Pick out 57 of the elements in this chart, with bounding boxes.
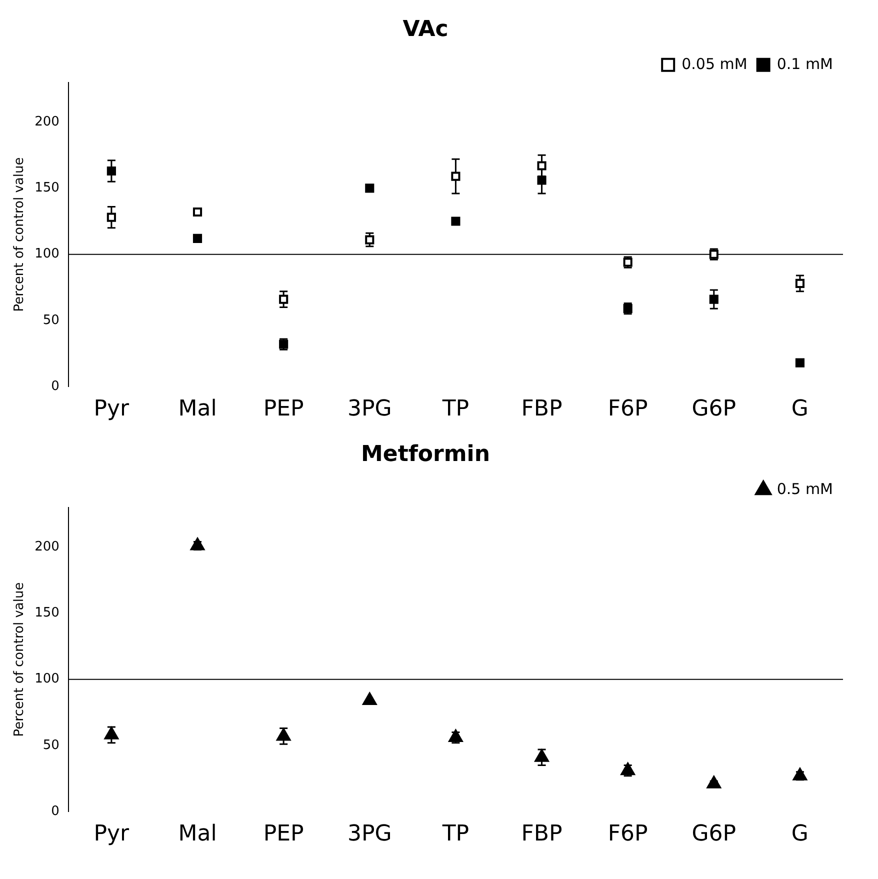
legend-label: 0.5 mM [776,480,834,498]
point [537,176,546,185]
x-tick-label: PEP [263,822,304,847]
point [362,692,377,705]
point [795,278,805,288]
x-tick-label: Pyr [94,822,130,847]
y-tick-label: 100 [34,246,60,262]
x-tick-label: PEP [263,396,304,422]
y-tick-label: 0 [51,804,60,819]
y-tick-label: 200 [34,114,60,130]
legend-label: 0.1 mM [776,54,834,73]
legend-label: 0.05 mM [682,54,748,73]
point [795,358,805,368]
y-axis-title: Percent of control value [12,157,28,312]
point [448,730,463,742]
x-tick-label: FBP [521,822,562,847]
y-tick-label: 50 [42,738,60,753]
x-tick-label: Mal [178,822,217,847]
point [106,166,116,176]
x-tick-label: G [791,822,808,847]
point [792,768,808,780]
point [190,538,205,550]
y-tick-label: 100 [34,672,60,687]
y-tick-label: 50 [42,312,60,328]
x-tick-label: F6P [608,822,648,847]
point [279,294,288,304]
point [537,161,546,170]
x-tick-label: TP [441,396,470,422]
y-tick-label: 0 [51,378,60,394]
point [709,294,718,304]
point [104,726,119,740]
point [534,749,549,762]
y-tick-label: 150 [34,606,60,621]
x-tick-label: G [791,396,808,422]
point [106,212,116,222]
y-axis-title: Percent of control value [12,582,28,737]
point [192,207,202,217]
point [192,234,202,244]
x-tick-label: TP [441,822,470,847]
point [620,762,635,776]
x-tick-label: 3PG [347,822,392,847]
point [276,728,291,741]
y-tick-label: 150 [34,180,60,196]
x-tick-label: G6P [692,822,736,847]
y-tick-label: 200 [34,539,60,554]
x-tick-label: Pyr [94,396,130,422]
point [706,776,721,788]
point [451,216,460,226]
chart-title: VAc [402,16,448,42]
x-tick-label: FBP [521,396,562,422]
x-tick-label: Mal [178,396,217,422]
x-tick-label: G6P [692,396,736,422]
x-tick-label: F6P [608,396,648,422]
point [365,184,374,193]
point [451,172,460,181]
chart-title: Metformin [361,442,490,467]
x-tick-label: 3PG [347,396,392,422]
